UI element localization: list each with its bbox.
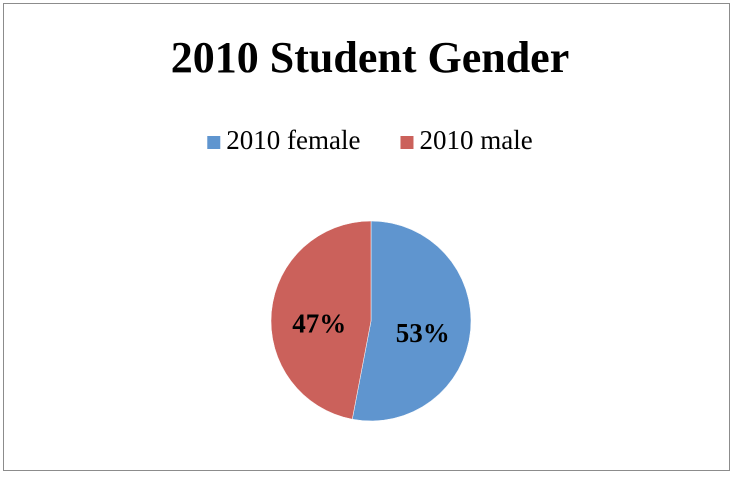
legend: 2010 female 2010 male <box>207 125 533 155</box>
chart-title: 2010 Student Gender <box>171 33 569 82</box>
legend-swatch <box>207 136 221 149</box>
pie-slice <box>270 220 372 420</box>
legend-swatch <box>400 136 414 149</box>
value-label: 47% <box>292 308 346 338</box>
pie-slice <box>351 220 472 422</box>
value-label: 53% <box>396 318 450 348</box>
legend-label: 2010 female <box>226 125 360 155</box>
legend-label: 2010 male <box>419 125 532 155</box>
